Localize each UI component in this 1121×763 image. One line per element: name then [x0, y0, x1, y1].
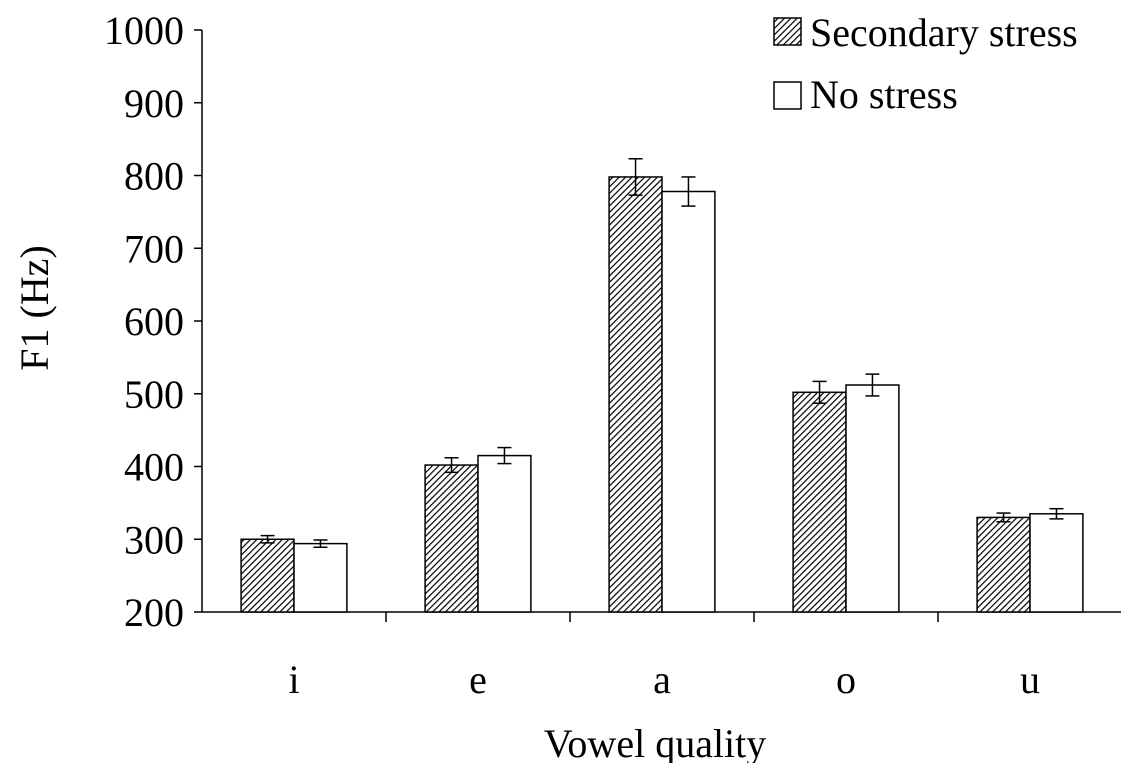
x-tick-label: u	[1020, 657, 1040, 702]
error-bars	[260, 158, 1064, 549]
legend: Secondary stress No stress	[773, 10, 1078, 117]
y-axis-title: F1 (Hz)	[12, 245, 57, 371]
legend-swatch-secondary-stress	[773, 17, 802, 46]
bar	[293, 542, 348, 613]
x-tick-label: o	[836, 657, 856, 702]
y-tick-label: 300	[124, 517, 184, 562]
bars	[240, 176, 1084, 613]
legend-swatch-no-stress	[773, 81, 802, 110]
legend-label-no-stress: No stress	[810, 72, 958, 117]
bar	[608, 176, 663, 613]
y-tick-label: 1000	[104, 8, 184, 53]
y-tick-label: 700	[124, 226, 184, 271]
x-axis-title: Vowel quality	[544, 721, 767, 763]
bar	[477, 454, 532, 613]
y-tick-label: 400	[124, 445, 184, 490]
bar	[845, 384, 900, 613]
bar	[424, 464, 479, 613]
y-tick-label: 600	[124, 299, 184, 344]
axes: 200 300 400 500 600 700 800 900 1000 i e a o u	[104, 8, 1121, 702]
bar	[240, 538, 295, 613]
bar	[661, 190, 716, 613]
y-tick-label: 500	[124, 372, 184, 417]
x-tick-label: e	[469, 657, 487, 702]
y-tick-label: 200	[124, 590, 184, 635]
x-tick-label: a	[653, 657, 671, 702]
bar	[1029, 513, 1084, 613]
y-tick-label: 900	[124, 81, 184, 126]
legend-label-secondary-stress: Secondary stress	[810, 10, 1078, 55]
bar	[976, 516, 1031, 613]
bar	[792, 391, 847, 613]
x-tick-label: i	[288, 657, 299, 702]
y-tick-label: 800	[124, 154, 184, 199]
